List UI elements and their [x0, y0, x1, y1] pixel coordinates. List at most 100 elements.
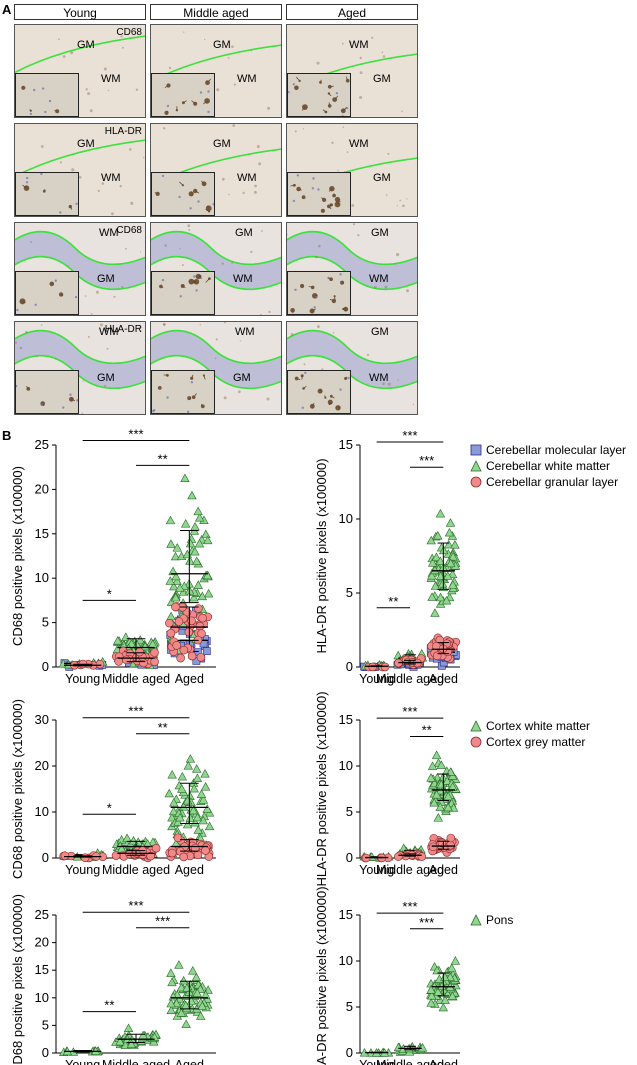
data-point: [445, 558, 456, 568]
data-point: [444, 527, 455, 537]
data-point: [427, 592, 437, 601]
data-point: [170, 551, 181, 561]
legend-marker-icon: [470, 720, 482, 732]
y-tick-label: 5: [42, 615, 49, 630]
data-point: [195, 1011, 206, 1020]
data-point: [183, 761, 194, 770]
data-point: [167, 977, 177, 987]
x-tick-label: Aged: [429, 672, 458, 686]
data-point: [172, 543, 182, 552]
data-point: [431, 789, 442, 799]
data-point: [437, 579, 448, 588]
region-label: WM: [99, 326, 119, 338]
y-tick-label: 15: [35, 526, 49, 541]
tissue-image: [287, 322, 417, 414]
y-tick-label: 25: [35, 907, 49, 922]
y-tick-label: 15: [339, 907, 353, 922]
data-point: [185, 813, 195, 822]
data-point: [180, 473, 190, 482]
y-tick-label: 5: [346, 804, 353, 819]
magnified-inset: [151, 73, 215, 117]
data-point: [198, 613, 207, 623]
data-point: [187, 490, 197, 500]
data-point: [172, 576, 182, 585]
data-point: [443, 791, 453, 801]
legend-entry: Cortex white matter: [470, 718, 590, 734]
micrograph-tile: GM WM: [286, 222, 418, 316]
significance-label: ***: [419, 915, 434, 930]
data-point: [433, 813, 444, 822]
x-tick-label: Aged: [429, 863, 458, 877]
scatter-plot: 0 5 10 15 20 25 Young Middle aged Aged CD68 posit…: [10, 427, 216, 686]
data-point: [185, 556, 195, 565]
x-tick-label: Young: [359, 672, 394, 686]
significance-label: ***: [402, 428, 417, 443]
micrograph-tile: GM WM: [150, 222, 282, 316]
data-point: [135, 647, 144, 657]
y-tick-label: 0: [42, 850, 49, 865]
x-tick-label: Young: [359, 863, 394, 877]
significance-label: **: [388, 594, 398, 609]
data-point: [190, 546, 200, 556]
data-point: [441, 595, 452, 605]
legend-entry: Cerebellar granular layer: [470, 474, 626, 490]
data-point: [435, 571, 446, 581]
data-point: [193, 580, 203, 589]
stain-label: CD68: [116, 225, 142, 236]
magnified-inset: [151, 370, 215, 414]
region-label: GM: [97, 273, 115, 285]
legend-label: Cortex white matter: [486, 719, 591, 733]
data-point: [169, 798, 179, 807]
legend-marker-icon: [470, 914, 482, 926]
data-point: [432, 965, 442, 975]
region-label: WM: [101, 172, 121, 184]
y-axis-label: HLA-DR positive pixels (x100000): [314, 458, 329, 653]
data-point: [187, 616, 196, 626]
micrograph-tile: GM WM HLA-DR: [14, 123, 146, 217]
data-point: [184, 627, 194, 637]
data-point: [435, 592, 446, 602]
x-tick-label: Young: [359, 1058, 394, 1065]
data-point: [193, 825, 203, 834]
data-point: [166, 611, 176, 621]
data-point: [194, 513, 205, 522]
scatter-plot: 0 10 20 30 Young Middle aged Aged CD68 positive…: [10, 699, 216, 879]
data-point: [171, 602, 180, 612]
region-label: GM: [213, 39, 231, 51]
data-point: [447, 963, 457, 972]
y-tick-label: 0: [346, 1045, 353, 1060]
micrograph-tile: WM GM HLA-DR: [14, 321, 146, 415]
x-tick-label: Middle aged: [102, 863, 170, 877]
y-tick-label: 0: [346, 850, 353, 865]
data-point: [166, 539, 176, 548]
region-label: GM: [213, 138, 231, 150]
data-point: [433, 987, 443, 996]
data-point: [203, 535, 213, 545]
significance-label: **: [422, 723, 432, 738]
x-tick-label: Young: [65, 1058, 100, 1065]
data-point: [176, 982, 187, 992]
data-point: [447, 991, 458, 1000]
micrograph-tile: WM GM: [286, 24, 418, 118]
data-point: [435, 802, 445, 811]
region-label: WM: [99, 227, 119, 239]
magnified-inset: [15, 172, 79, 216]
data-point: [448, 551, 458, 561]
region-label: WM: [235, 326, 255, 338]
x-tick-label: Young: [65, 672, 100, 686]
data-point: [189, 592, 199, 602]
region-label: GM: [233, 372, 251, 384]
y-axis-label: HLA-DR positive pixels (x100000): [314, 886, 329, 1065]
data-point: [426, 998, 436, 1007]
data-point: [445, 518, 456, 527]
region-label: GM: [235, 227, 253, 239]
micrograph-tile: WM GM: [286, 123, 418, 217]
legend-label: Cerebellar molecular layer: [486, 443, 627, 457]
region-label: WM: [349, 138, 369, 150]
data-point: [135, 635, 145, 644]
legend-label: Cerebellar white matter: [486, 459, 611, 473]
y-tick-label: 10: [35, 990, 49, 1005]
data-point: [196, 653, 206, 662]
data-point: [192, 773, 203, 782]
